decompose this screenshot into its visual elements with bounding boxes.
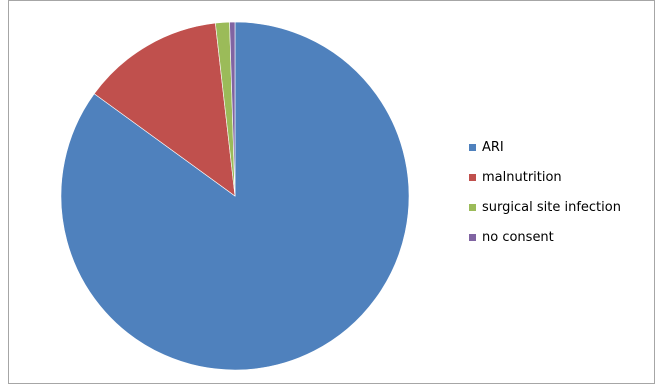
legend-label-surgical-site-infection: surgical site infection <box>482 200 621 215</box>
legend-swatch-no-consent <box>469 234 476 241</box>
legend-label-no-consent: no consent <box>482 230 554 245</box>
legend-swatch-ari <box>469 144 476 151</box>
pie-slice-no-consent <box>229 21 236 197</box>
legend-item-surgical-site-infection: surgical site infection <box>469 197 654 218</box>
legend-label-malnutrition: malnutrition <box>482 170 562 185</box>
legend: ARI malnutrition surgical site infection… <box>469 137 654 257</box>
legend-swatch-malnutrition <box>469 174 476 181</box>
legend-label-ari: ARI <box>482 140 504 155</box>
legend-item-no-consent: no consent <box>469 227 654 248</box>
legend-item-ari: ARI <box>469 137 654 158</box>
pie-slice-malnutrition <box>93 22 236 197</box>
legend-swatch-surgical-site-infection <box>469 204 476 211</box>
legend-item-malnutrition: malnutrition <box>469 167 654 188</box>
